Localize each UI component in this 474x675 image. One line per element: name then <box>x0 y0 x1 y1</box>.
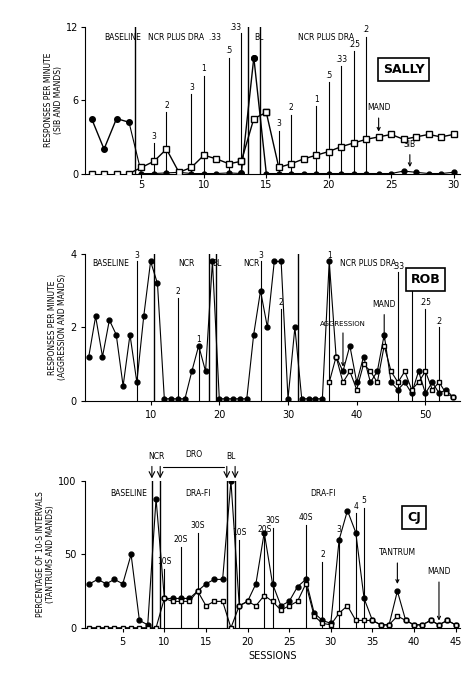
Text: BL: BL <box>212 259 222 267</box>
Text: BL: BL <box>254 33 263 42</box>
Text: 1: 1 <box>314 95 319 104</box>
Text: 3: 3 <box>189 83 194 92</box>
Text: DRA-FI: DRA-FI <box>310 489 336 497</box>
Text: BASELINE: BASELINE <box>104 33 141 42</box>
Text: DRA-FI: DRA-FI <box>185 489 210 497</box>
Text: 3: 3 <box>258 250 263 260</box>
Text: 3: 3 <box>276 119 281 128</box>
Text: SALLY: SALLY <box>383 63 424 76</box>
Y-axis label: PERCENTAGE OF 10-S INTERVALS
(TANTRUMS AND MANDS): PERCENTAGE OF 10-S INTERVALS (TANTRUMS A… <box>36 491 55 618</box>
Text: 20S: 20S <box>174 535 188 544</box>
Text: NCR: NCR <box>178 259 194 267</box>
Text: 3: 3 <box>152 132 156 140</box>
Text: 10S: 10S <box>157 557 172 566</box>
Text: 2: 2 <box>164 101 169 110</box>
Text: NCR: NCR <box>148 452 164 461</box>
Text: BL: BL <box>226 452 236 461</box>
Text: .33: .33 <box>229 23 241 32</box>
Text: NCR PLUS DRA: NCR PLUS DRA <box>339 259 396 267</box>
Text: .2: .2 <box>436 317 443 325</box>
Text: .2: .2 <box>363 26 370 34</box>
Text: 2: 2 <box>279 298 283 307</box>
Text: CJ: CJ <box>407 512 421 524</box>
Text: ROB: ROB <box>410 273 440 286</box>
Text: 30S: 30S <box>265 516 280 525</box>
Y-axis label: RESPONSES PER MINUTE
(AGGRESSION AND MANDS): RESPONSES PER MINUTE (AGGRESSION AND MAN… <box>48 274 67 381</box>
Text: 2: 2 <box>176 288 181 296</box>
Text: TANTRUM: TANTRUM <box>379 548 416 583</box>
Text: .33: .33 <box>392 262 404 271</box>
Text: .25: .25 <box>419 298 431 307</box>
Text: DRO: DRO <box>185 450 202 459</box>
Text: NCR PLUS DRA: NCR PLUS DRA <box>298 33 354 42</box>
Text: BASELINE: BASELINE <box>92 259 129 267</box>
Text: 1: 1 <box>201 64 206 74</box>
Text: MAND: MAND <box>373 300 396 340</box>
Text: .25: .25 <box>348 40 360 49</box>
Text: 40S: 40S <box>299 513 313 522</box>
Text: 3: 3 <box>337 525 342 534</box>
Y-axis label: RESPONSES PER MINUTE
(SIB AND MANDS): RESPONSES PER MINUTE (SIB AND MANDS) <box>44 53 63 147</box>
Text: 1: 1 <box>327 250 332 260</box>
X-axis label: SESSIONS: SESSIONS <box>248 651 297 661</box>
Text: AGGRESSION: AGGRESSION <box>320 321 366 365</box>
Text: NCR: NCR <box>243 259 260 267</box>
Text: BASELINE: BASELINE <box>110 489 147 497</box>
Text: 5: 5 <box>362 495 366 505</box>
Text: .33: .33 <box>335 55 347 63</box>
Text: .5: .5 <box>325 70 332 80</box>
Text: MAND: MAND <box>367 103 391 130</box>
Text: .5: .5 <box>408 280 415 289</box>
Text: 2: 2 <box>289 103 294 113</box>
Text: 20S: 20S <box>257 525 272 534</box>
Text: 4: 4 <box>353 502 358 510</box>
Text: 30S: 30S <box>191 520 205 530</box>
Text: NCR PLUS DRA  .33: NCR PLUS DRA .33 <box>148 33 221 42</box>
Text: 1: 1 <box>196 335 201 344</box>
Text: 2: 2 <box>320 550 325 559</box>
Text: .5: .5 <box>225 46 232 55</box>
Text: 10S: 10S <box>232 528 246 537</box>
Text: MAND: MAND <box>427 568 451 620</box>
Text: SIB: SIB <box>404 140 416 166</box>
Text: 3: 3 <box>135 250 139 260</box>
